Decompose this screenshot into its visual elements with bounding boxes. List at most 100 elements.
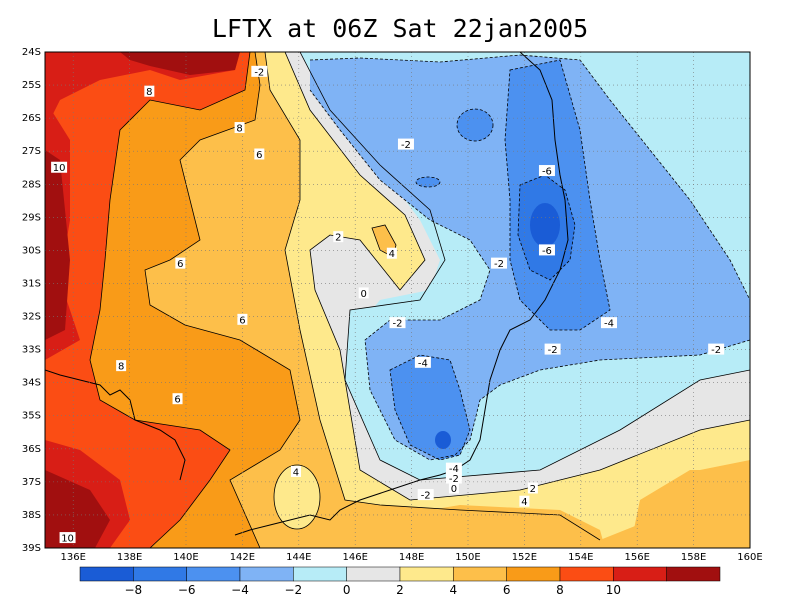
lat-tick-labels: 24S 25S 26S 27S 28S 29S 30S 31S 32S 33S 34S 35S 36S 3… bbox=[22, 47, 41, 554]
lat-tick-label: 33S bbox=[22, 345, 41, 356]
lftx-field bbox=[45, 52, 750, 548]
contour-label-bg bbox=[254, 148, 265, 160]
lon-tick-label: 136E bbox=[60, 552, 85, 563]
contour-label-bg bbox=[417, 489, 434, 501]
contour-label: 8 bbox=[236, 124, 242, 135]
contour-label-bg bbox=[172, 393, 183, 405]
contour-label-bg bbox=[290, 465, 301, 477]
lat-tick-label: 39S bbox=[22, 543, 41, 554]
contour-label: -6 bbox=[542, 246, 552, 257]
contour-label-bg bbox=[175, 257, 186, 269]
colorbar-swatch bbox=[399, 566, 454, 582]
contour-label-bg bbox=[389, 317, 406, 329]
contour-label-bg bbox=[414, 356, 431, 368]
contour-label-bg bbox=[144, 85, 155, 97]
lon-tick-label: 156E bbox=[624, 552, 649, 563]
contour-label-bg bbox=[527, 482, 538, 494]
colorbar-swatch bbox=[293, 566, 347, 582]
colorbar: −8 −6 −4 −2 0 2 4 6 8 10 bbox=[79, 566, 721, 597]
lat-tick-label: 24S bbox=[22, 47, 41, 58]
contour-label: 8 bbox=[146, 87, 152, 98]
contour-label-bg bbox=[445, 462, 462, 474]
plot-frame bbox=[44, 51, 751, 549]
contour-label-bg bbox=[491, 257, 508, 269]
contour-label-bg bbox=[116, 360, 127, 372]
contour-label: 4 bbox=[293, 467, 299, 478]
contour-label-bg bbox=[251, 65, 268, 77]
lon-tick-label: 144E bbox=[286, 552, 311, 563]
contour-label-bg bbox=[538, 165, 555, 177]
region-deepred-sw bbox=[45, 470, 110, 548]
lon-tick-label: 150E bbox=[455, 552, 480, 563]
contour-label: 6 bbox=[239, 315, 245, 326]
contour-label-bg bbox=[237, 313, 248, 325]
region-blue-m4-south bbox=[390, 355, 470, 460]
lat-tick-label: 30S bbox=[22, 245, 41, 256]
lon-tick-label: 140E bbox=[173, 552, 198, 563]
colorbar-label: 10 bbox=[606, 583, 621, 597]
lon-tick-label: 154E bbox=[568, 552, 593, 563]
contour-label: -2 bbox=[494, 259, 504, 270]
map-title: LFTX at 06Z Sat 22jan2005 bbox=[211, 14, 589, 43]
colorbar-label: 2 bbox=[396, 583, 404, 597]
lat-tick-label: 29S bbox=[22, 212, 41, 223]
contour-label: 0 bbox=[451, 484, 457, 495]
colorbar-swatch bbox=[453, 566, 507, 582]
contour-label-bg bbox=[51, 161, 68, 173]
contour-label: -4 bbox=[449, 464, 459, 475]
region-blue-m6-spot bbox=[435, 431, 451, 449]
lon-tick-labels: 136E 138E 140E 142E 144E 146E 148E 150E 152E 154E… bbox=[60, 552, 762, 563]
region-deepred-w bbox=[45, 150, 70, 340]
contour-label: 6 bbox=[177, 259, 183, 270]
lon-tick-label: 148E bbox=[399, 552, 424, 563]
region-blue-m8 bbox=[530, 203, 560, 247]
contour-lines-negative bbox=[309, 54, 750, 461]
contour-label: 4 bbox=[389, 249, 395, 260]
contour-label-bg bbox=[445, 472, 462, 484]
contour-label-bg bbox=[333, 231, 344, 243]
colorbar-label: 0 bbox=[343, 583, 351, 597]
colorbar-swatch bbox=[506, 566, 561, 582]
lat-tick-label: 34S bbox=[22, 378, 41, 389]
lon-tick-label: 160E bbox=[737, 552, 762, 563]
region-deepred-nw bbox=[120, 52, 240, 75]
contour-label-bg bbox=[708, 343, 725, 355]
coastline bbox=[234, 52, 569, 536]
contour-label: -2 bbox=[254, 67, 264, 78]
colorbar-label: 8 bbox=[556, 583, 564, 597]
region-orange-south bbox=[385, 505, 605, 548]
lat-tick-label: 27S bbox=[22, 146, 41, 157]
contour-label-bg bbox=[358, 287, 369, 299]
contour-label: 4 bbox=[521, 497, 527, 508]
contour-label: 6 bbox=[174, 395, 180, 406]
lon-tick-label: 146E bbox=[342, 552, 367, 563]
region-blue-spot-ne bbox=[457, 109, 493, 141]
colorbar-swatch bbox=[559, 566, 614, 582]
contour-label: 0 bbox=[360, 289, 366, 300]
contour-label-bg bbox=[538, 244, 555, 256]
contour-label: 2 bbox=[335, 233, 341, 244]
lat-tick-label: 26S bbox=[22, 113, 41, 124]
contour-label-bg bbox=[234, 122, 245, 134]
contour-label: -2 bbox=[401, 140, 411, 151]
colorbar-label: −2 bbox=[284, 583, 302, 597]
region-red bbox=[45, 52, 250, 548]
lat-tick-label: 31S bbox=[22, 278, 41, 289]
coastline-gulf bbox=[45, 369, 186, 481]
contour-label: 8 bbox=[118, 362, 124, 373]
region-yellow-blob bbox=[274, 465, 320, 529]
contour-label-bg bbox=[544, 343, 561, 355]
contour-label-bg bbox=[386, 247, 397, 259]
region-gray bbox=[250, 52, 750, 548]
colorbar-swatch bbox=[79, 566, 134, 582]
colorbar-label: −6 bbox=[178, 583, 196, 597]
lat-tick-label: 28S bbox=[22, 179, 41, 190]
lat-tick-label: 36S bbox=[22, 444, 41, 455]
contour-label: 10 bbox=[53, 163, 66, 174]
colorbar-swatch bbox=[346, 566, 401, 582]
colorbar-label: −8 bbox=[124, 583, 142, 597]
contour-label-bg bbox=[519, 495, 530, 507]
contour-label-bg bbox=[59, 532, 76, 544]
contour-label: 10 bbox=[61, 534, 74, 545]
